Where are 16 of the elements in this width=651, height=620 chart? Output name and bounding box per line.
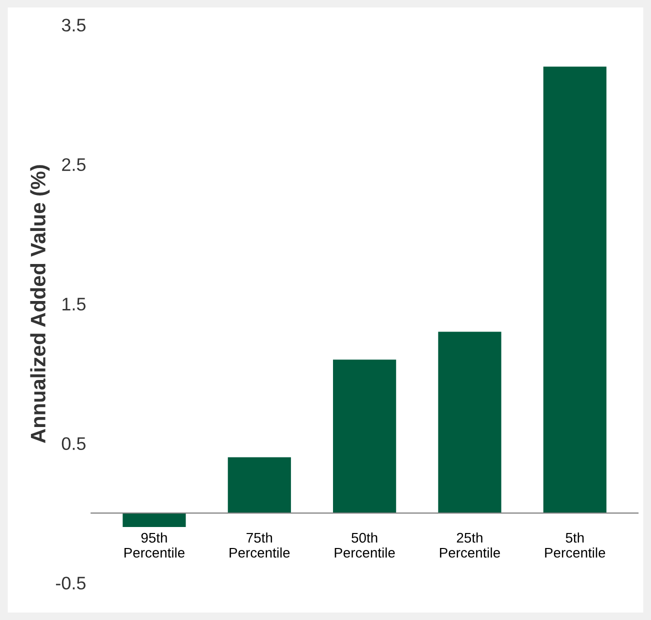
- x-tick-label: 75th Percentile: [230, 532, 290, 558]
- bar: [543, 66, 606, 514]
- x-tick-label: 95th Percentile: [124, 532, 184, 558]
- y-tick-label: 3.5: [62, 18, 86, 32]
- y-tick-label: 1.5: [62, 298, 86, 311]
- y-tick-label: -0.5: [56, 576, 86, 590]
- bar: [333, 360, 396, 514]
- y-axis-title: Annualized Added Value (%): [30, 165, 50, 443]
- x-tick-label: 25th Percentile: [440, 532, 500, 558]
- bar: [228, 457, 291, 514]
- y-tick-label: 0.5: [62, 437, 86, 450]
- x-tick-label: 5th Percentile: [545, 532, 606, 558]
- y-tick-label: 2.5: [62, 158, 86, 172]
- x-tick-label: 50th Percentile: [334, 532, 395, 558]
- bar: [438, 332, 502, 514]
- bar: [122, 513, 186, 527]
